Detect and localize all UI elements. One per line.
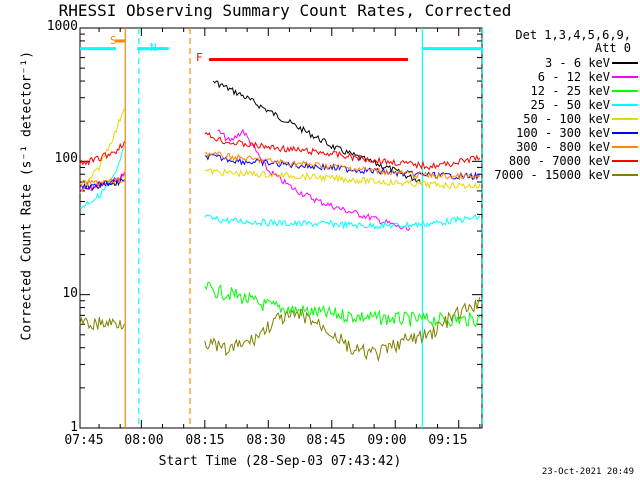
x-tick-0830: 08:30: [246, 433, 286, 448]
x-tick-0915: 09:15: [428, 433, 468, 448]
legend-swatch: [612, 118, 638, 120]
y-tick-100: 100: [54, 151, 78, 166]
y-tick-10: 10: [62, 286, 78, 301]
y-tick-1: 1: [70, 420, 78, 435]
legend-label: 25 - 50 keV: [530, 98, 610, 112]
x-axis-label: Start Time (28-Sep-03 07:43:42): [158, 454, 402, 469]
legend-label: 300 - 800 keV: [516, 140, 610, 154]
legend-swatch: [612, 62, 638, 64]
series-line-50-100keV: [79, 108, 125, 194]
series-line-25-50keV: [79, 146, 125, 209]
legend-label: 800 - 7000 keV: [508, 154, 610, 168]
x-tick-0900: 09:00: [367, 433, 407, 448]
annotation-f-label: F: [196, 51, 203, 64]
series-line-7000-15000keV: [79, 316, 125, 331]
legend-label: 50 - 100 keV: [523, 112, 610, 126]
legend-label: 7000 - 15000 keV: [494, 168, 610, 182]
x-tick-0800: 08:00: [124, 433, 164, 448]
legend-label: 100 - 300 keV: [516, 126, 610, 140]
legend-item: 12 - 25 keV: [480, 84, 640, 98]
annotation-s-label: S: [110, 34, 117, 47]
series-line-800-7000keV: [204, 131, 481, 171]
legend-swatch: [612, 174, 638, 176]
legend-item: 100 - 300 keV: [480, 126, 640, 140]
generated-timestamp: 23-Oct-2021 20:49: [541, 467, 634, 477]
series-line-7000-15000keV: [204, 297, 481, 363]
series-line-300-800keV: [204, 151, 481, 181]
legend-swatch: [612, 132, 638, 134]
legend-label: 3 - 6 keV: [544, 56, 610, 70]
legend-item: 6 - 12 keV: [480, 70, 640, 84]
legend-item: 50 - 100 keV: [480, 112, 640, 126]
plot-frame: [79, 27, 483, 429]
legend-header-line1: Det 1,3,4,5,6,9,: [515, 28, 631, 42]
legend-header-line2: Att 0: [594, 41, 631, 55]
legend-item: 25 - 50 keV: [480, 98, 640, 112]
y-axis-label: Corrected Count Rate (s⁻¹ detector⁻¹): [19, 50, 35, 341]
series-line-3-6keV: [212, 80, 422, 184]
legend-item: 800 - 7000 keV: [480, 154, 640, 168]
legend-item: 3 - 6 keV: [480, 56, 640, 70]
legend-swatch: [612, 146, 638, 148]
series-line-6-12keV: [217, 128, 411, 231]
x-tick-0745: 07:45: [64, 433, 104, 448]
series-line-300-800keV: [79, 176, 125, 188]
legend-label: 6 - 12 keV: [537, 70, 610, 84]
legend-swatch: [612, 160, 638, 162]
chart-title: RHESSI Observing Summary Count Rates, Co…: [58, 1, 512, 20]
legend-label: 12 - 25 keV: [530, 84, 610, 98]
legend-swatch: [612, 76, 638, 78]
legend-item: 7000 - 15000 keV: [480, 168, 640, 182]
x-tick-0845: 08:45: [306, 433, 346, 448]
legend-item: 300 - 800 keV: [480, 140, 640, 154]
x-tick-0815: 08:15: [185, 433, 225, 448]
series-line-12-25keV: [204, 281, 481, 328]
series-line-25-50keV: [204, 214, 481, 230]
annotation-n-label: N: [150, 41, 157, 54]
series-line-800-7000keV: [79, 141, 125, 166]
series-line-50-100keV: [204, 168, 481, 190]
y-tick-1000: 1000: [46, 19, 78, 34]
legend-swatch: [612, 90, 638, 92]
legend-swatch: [612, 104, 638, 106]
